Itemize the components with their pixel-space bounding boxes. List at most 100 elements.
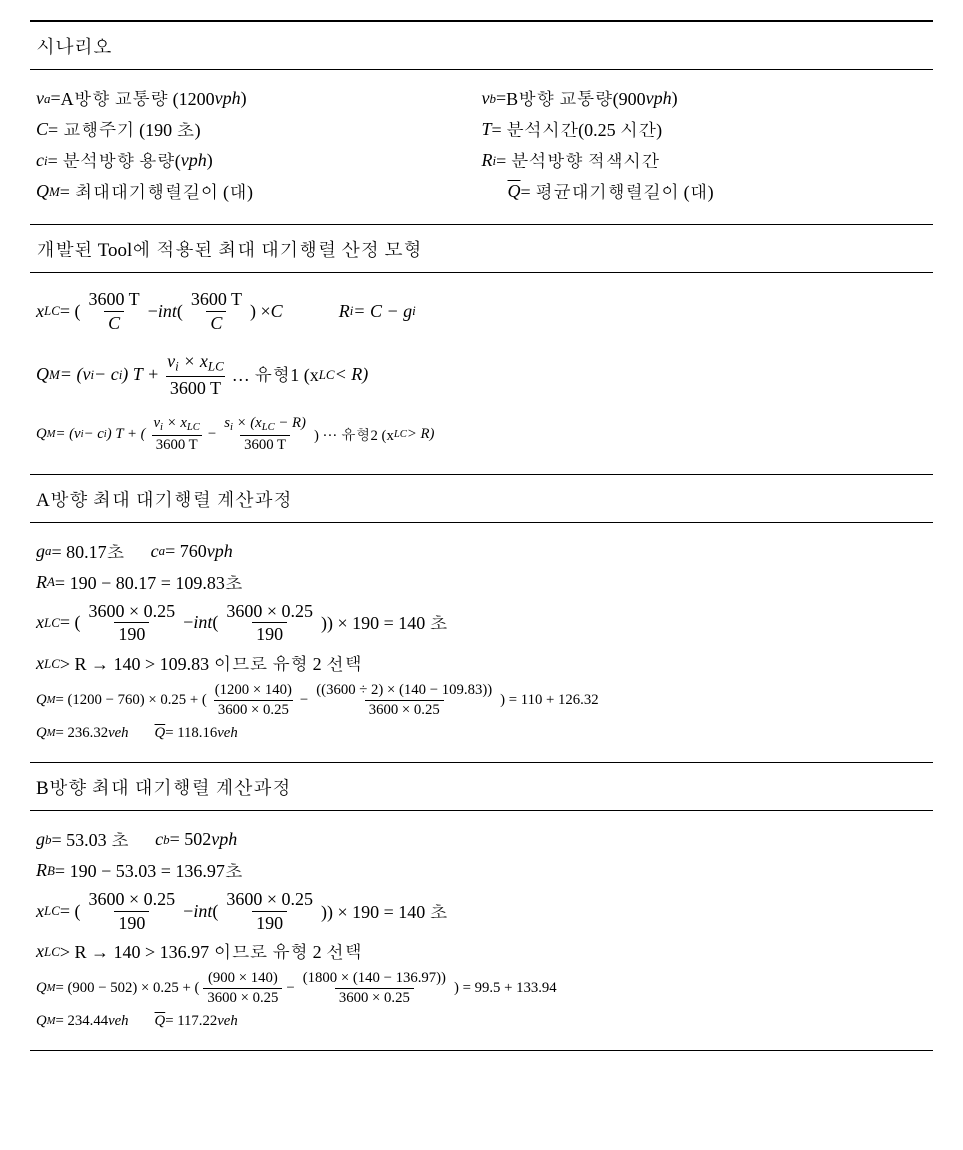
- frac2-num: 3600 T: [187, 289, 246, 311]
- ci-desc: = 분석방향 용량(: [48, 148, 181, 173]
- qm1-a: = (v: [60, 364, 91, 385]
- sec1-content: va = A방향 교통량 (1200vph) C = 교행주기 (190 초) …: [30, 70, 933, 224]
- xlc-close: ) ×: [250, 301, 271, 322]
- Qbar-def: Q= 평균대기행렬길이 (대): [482, 179, 928, 204]
- QM-sub: M: [49, 184, 60, 200]
- sec2-title: 개발된 Tool에 적용된 최대 대기행렬 산정 모형: [30, 225, 933, 272]
- frac2-den: C: [206, 311, 226, 334]
- QM2: Q: [36, 426, 47, 443]
- T-desc: = 분석시간(0.25 시간): [492, 117, 663, 142]
- QM-def: QM = 최대대기행렬길이 (대): [36, 179, 482, 204]
- va-unit: vph: [215, 88, 241, 109]
- vb-close: ): [672, 88, 678, 109]
- qm2-d2: 3600 T: [240, 435, 290, 454]
- xlc-C: C: [271, 301, 283, 322]
- xlc-minus: −: [148, 301, 158, 322]
- qm1-c: ) T +: [122, 364, 159, 385]
- va-desc: A방향 교통량 (1200: [61, 86, 215, 111]
- vb-sym: v: [482, 88, 490, 109]
- secA-title: A방향 최대 대기행렬 계산과정: [30, 475, 933, 522]
- qm2-c: ) T + (: [107, 426, 146, 443]
- frac-qm2b: si × (xLC − R) 3600 T: [220, 415, 310, 454]
- qm1-b: − c: [94, 364, 119, 385]
- frac1-num: 3600 T: [85, 289, 144, 311]
- frac-qm1: vi × xLC 3600 T: [163, 351, 228, 398]
- Ri-sym: R: [482, 150, 493, 171]
- Ri-l: R: [339, 301, 350, 322]
- rule-bottom: [30, 1050, 933, 1051]
- Qbar-desc: = 평균대기행렬길이 (대): [521, 179, 714, 204]
- QM-sym: Q: [36, 181, 49, 202]
- T-sym: T: [482, 119, 492, 140]
- Ri-desc: = 분석방향 적색시간: [496, 148, 659, 173]
- qm2-n1: vi × xLC: [150, 415, 204, 435]
- secA-content: ga = 80.17초 ca = 760 vph RA = 190 − 80.1…: [30, 523, 933, 762]
- va-sym: v: [36, 88, 44, 109]
- gi-s: i: [412, 303, 416, 319]
- B-frac1: 3600 × 0.25190: [85, 889, 180, 933]
- qm2-n2: si × (xLC − R): [220, 415, 310, 435]
- A-QM-calc: QM = (1200 − 760) × 0.25 + ( (1200 × 140…: [36, 682, 927, 719]
- frac-1: 3600 TC: [85, 289, 144, 333]
- B-QM-calc: QM = (900 − 502) × 0.25 + ( (900 × 140)3…: [36, 970, 927, 1007]
- B-results: QM = 234.44veh Q = 117.22 veh: [36, 1013, 927, 1030]
- vb-def: vb = B방향 교통량(900 vph): [482, 86, 928, 111]
- C-def: C = 교행주기 (190 초): [36, 117, 482, 142]
- A-xlc: xLC = ( 3600 × 0.25190 − int( 3600 × 0.2…: [36, 601, 927, 645]
- xlc-formula: xLC = ( 3600 TC − int( 3600 TC ) × C Ri …: [36, 289, 927, 333]
- C-sym: C: [36, 119, 48, 140]
- int1: int: [158, 301, 177, 322]
- qm1-lc2: LC: [319, 367, 335, 383]
- B-frac2: 3600 × 0.25190: [222, 889, 317, 933]
- ci-def: ci = 분석방향 용량(vph): [36, 148, 482, 173]
- xlc-lc: LC: [44, 303, 60, 319]
- qm2-b: − c: [84, 426, 104, 443]
- qm2-tail: ) ··· 유형2 (x: [314, 424, 394, 445]
- QM-desc: = 최대대기행렬길이 (대): [60, 179, 253, 204]
- B-frac4: (1800 × (140 − 136.97))3600 × 0.25: [299, 970, 450, 1007]
- M1: M: [49, 367, 60, 383]
- C-desc: = 교행주기 (190 초): [48, 117, 201, 142]
- qm1-num: vi × xLC: [163, 351, 228, 376]
- Ri-def: Ri = 분석방향 적색시간: [482, 148, 928, 173]
- va-def: va = A방향 교통량 (1200vph): [36, 86, 482, 111]
- B-frac3: (900 × 140)3600 × 0.25: [203, 970, 282, 1007]
- vb-unit: vph: [646, 88, 672, 109]
- B-cond: xLC > R → 140 > 136.97 이므로 유형 2 선택: [36, 939, 927, 964]
- xlc-x: x: [36, 301, 44, 322]
- A-cond: xLC > R → 140 > 109.83 이므로 유형 2 선택: [36, 651, 927, 676]
- secB-title: B방향 최대 대기행렬 계산과정: [30, 763, 933, 810]
- T-def: T= 분석시간(0.25 시간): [482, 117, 928, 142]
- A-gc: ga = 80.17초 ca = 760 vph: [36, 539, 927, 564]
- A-frac1: 3600 × 0.25190: [85, 601, 180, 645]
- qm2-a: = (v: [56, 426, 81, 443]
- B-gc: gb = 53.03 초 cb = 502 vph: [36, 827, 927, 852]
- A-R: RA = 190 − 80.17 = 109.83초: [36, 570, 927, 595]
- Ri-eq: = C − g: [353, 301, 412, 322]
- ci-close: ): [207, 150, 213, 171]
- B-R: RB = 190 − 53.03 = 136.97초: [36, 858, 927, 883]
- frac-qm2a: vi × xLC 3600 T: [150, 415, 204, 454]
- A-frac4: ((3600 ÷ 2) × (140 − 109.83))3600 × 0.25: [312, 682, 496, 719]
- vb-desc: B방향 교통량(900: [506, 86, 646, 111]
- xlc-eq: = (: [60, 301, 81, 322]
- qm2-cmp: > R): [407, 426, 435, 443]
- qm1-den: 3600 T: [166, 376, 225, 399]
- qm2-mid: −: [208, 426, 216, 443]
- va-eq: =: [50, 88, 60, 109]
- QM1: Q: [36, 364, 49, 385]
- secB-content: gb = 53.03 초 cb = 502 vph RB = 190 − 53.…: [30, 811, 933, 1050]
- qm1-tail: … 유형1 (x: [232, 362, 319, 387]
- ci-unit: vph: [181, 150, 207, 171]
- A-frac3: (1200 × 140)3600 × 0.25: [211, 682, 296, 719]
- qm-type1: QM = (vi − ci ) T + vi × xLC 3600 T … 유형…: [36, 351, 927, 398]
- va-close: ): [241, 88, 247, 109]
- frac-2: 3600 TC: [187, 289, 246, 333]
- qm2-d1: 3600 T: [152, 435, 202, 454]
- frac1-den: C: [104, 311, 124, 334]
- B-xlc: xLC = ( 3600 × 0.25190 − int( 3600 × 0.2…: [36, 889, 927, 933]
- qm1-cmp: < R): [335, 364, 369, 385]
- qm-type2: QM = (vi − ci ) T + ( vi × xLC 3600 T − …: [36, 415, 927, 454]
- vb-eq: =: [496, 88, 506, 109]
- Qbar-sym: Q: [508, 181, 521, 202]
